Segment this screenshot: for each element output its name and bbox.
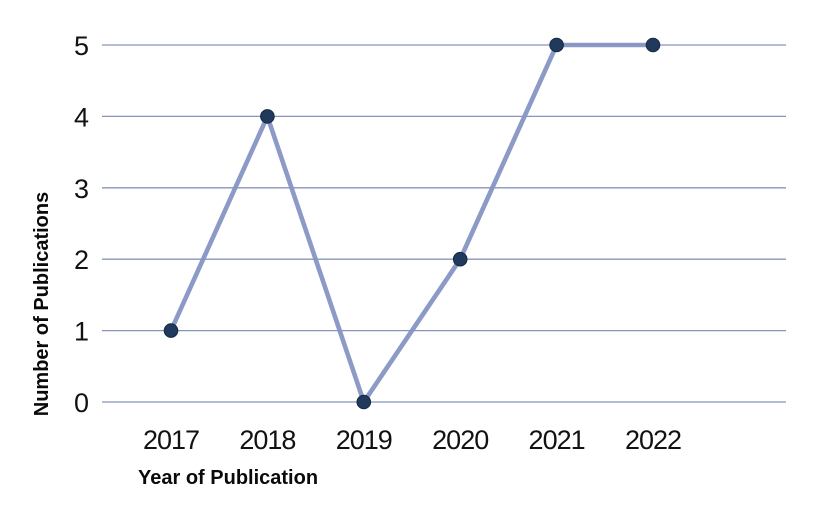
y-tick-label-5: 5 xyxy=(74,31,88,61)
data-point-2019 xyxy=(356,394,372,410)
x-axis-tick-labels: 2017 2018 2019 2020 2021 2022 xyxy=(143,425,682,455)
y-tick-label-0: 0 xyxy=(74,388,88,418)
y-tick-label-4: 4 xyxy=(74,102,89,132)
data-point-2017 xyxy=(163,323,179,338)
x-tick-label-2018: 2018 xyxy=(239,425,295,455)
x-tick-label-2020: 2020 xyxy=(432,425,488,455)
y-tick-label-2: 2 xyxy=(74,245,88,275)
data-marker-layer xyxy=(163,37,661,410)
x-tick-label-2022: 2022 xyxy=(625,425,681,455)
data-line-layer xyxy=(168,42,653,408)
x-axis-title: Year of Publication xyxy=(138,467,318,489)
y-axis-tick-labels: 0 1 2 3 4 5 xyxy=(74,31,90,418)
y-axis-title: Number of Publications xyxy=(31,192,53,416)
y-tick-label-1: 1 xyxy=(74,317,88,347)
x-tick-label-2019: 2019 xyxy=(336,425,392,455)
x-tick-label-2017: 2017 xyxy=(143,425,199,455)
data-point-2018 xyxy=(260,109,275,124)
data-point-2021 xyxy=(549,37,564,53)
data-point-2020 xyxy=(452,251,468,267)
gridline-layer xyxy=(102,44,786,403)
x-tick-label-2021: 2021 xyxy=(529,425,585,455)
data-line xyxy=(168,42,653,408)
y-tick-label-3: 3 xyxy=(74,174,88,204)
data-point-2022 xyxy=(645,37,661,53)
